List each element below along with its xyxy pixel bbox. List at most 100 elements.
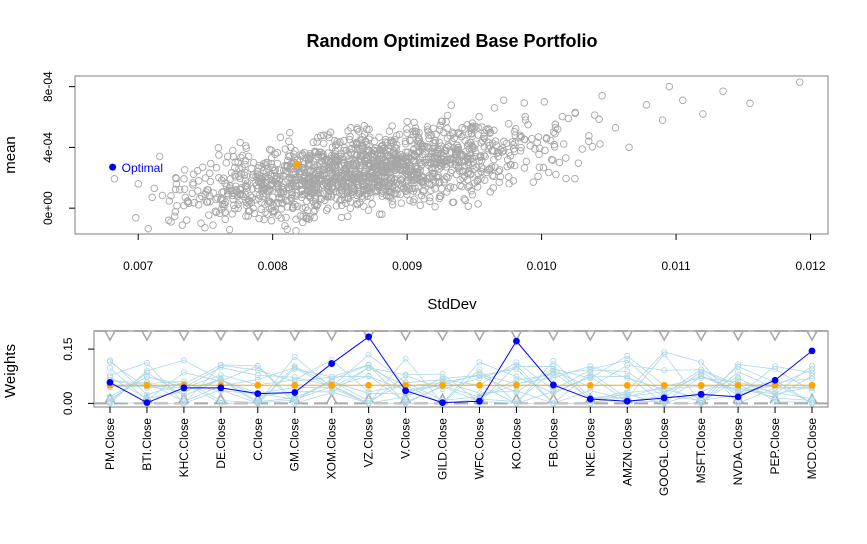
scatter-point xyxy=(399,174,407,182)
scatter-point xyxy=(460,195,468,203)
scatter-point xyxy=(209,221,217,229)
optimal-weight-point xyxy=(106,378,114,386)
random-weight-point xyxy=(180,400,187,407)
scatter-point xyxy=(426,193,434,202)
random-weight-point xyxy=(513,400,520,407)
scatter-point xyxy=(373,186,382,195)
scatter-point xyxy=(183,216,191,224)
optimal-weight-point xyxy=(586,395,594,403)
scatter-point xyxy=(228,191,237,200)
random-weight-point xyxy=(107,357,114,364)
scatter-point xyxy=(344,151,352,159)
scatter-point xyxy=(337,180,345,188)
equal-weight-point xyxy=(328,381,336,389)
scatter-point xyxy=(201,174,210,182)
scatter-point xyxy=(348,185,357,193)
scatter-point xyxy=(215,209,224,218)
y-tick-label: 0.00 xyxy=(61,391,75,415)
random-weight-point xyxy=(624,352,631,359)
optimal-weight-point xyxy=(439,399,446,407)
scatter-point xyxy=(474,123,483,132)
scatter-point xyxy=(611,123,620,132)
scatter-point xyxy=(469,125,477,133)
scatter-point xyxy=(453,156,462,164)
scatter-point xyxy=(300,148,308,157)
scatter-point xyxy=(510,161,519,170)
scatter-point xyxy=(524,120,532,129)
scatter-point xyxy=(311,199,320,208)
scatter-point xyxy=(340,144,349,152)
scatter-point xyxy=(375,210,384,218)
scatter-point xyxy=(291,201,299,209)
scatter-point xyxy=(517,143,525,152)
x-tick-label: BTI.Close xyxy=(140,418,154,471)
scatter-point xyxy=(300,190,309,198)
optimal-weight-point xyxy=(734,393,742,401)
optimal-weight-point xyxy=(808,347,816,355)
scatter-point xyxy=(236,174,244,183)
scatter-point xyxy=(148,193,156,202)
scatter-point xyxy=(229,146,237,155)
scatter-point xyxy=(469,161,477,170)
weights-x-axis: PM.Close BTI.Close KHC.Close DE.Close C.Clos… xyxy=(103,407,819,496)
y-tick-label: 4e-04 xyxy=(41,132,55,163)
scatter-point xyxy=(442,173,451,181)
random-weight-point xyxy=(772,363,779,370)
scatter-point xyxy=(298,218,307,227)
random-weight-point xyxy=(587,363,594,370)
scatter-point xyxy=(446,183,455,191)
scatter-point xyxy=(551,123,560,132)
bound-marker xyxy=(732,330,744,342)
scatter-point xyxy=(242,144,251,152)
random-weight-point xyxy=(513,398,520,405)
scatter-point xyxy=(449,130,457,138)
scatter-point xyxy=(377,159,386,167)
scatter-point xyxy=(317,148,325,157)
scatter-point xyxy=(699,110,707,118)
random-weight-point xyxy=(698,397,705,404)
optimal-weight-point xyxy=(549,381,557,389)
scatter-point xyxy=(470,179,479,187)
scatter-point xyxy=(511,125,520,133)
scatter-point xyxy=(487,163,496,171)
scatter-point xyxy=(444,184,453,192)
scatter-point xyxy=(110,175,119,183)
scatter-point xyxy=(194,187,202,195)
scatter-point xyxy=(347,175,356,184)
scatter-point xyxy=(370,137,379,146)
scatter-point xyxy=(366,133,374,141)
scatter-point xyxy=(380,185,389,193)
scatter-point xyxy=(286,152,294,160)
x-tick-label: 0.008 xyxy=(258,259,288,273)
random-weight-point xyxy=(291,397,298,404)
scatter-point xyxy=(533,138,541,147)
scatter-point xyxy=(429,144,437,153)
random-weight-point xyxy=(365,400,372,407)
bound-marker xyxy=(473,330,486,342)
scatter-point xyxy=(183,197,192,205)
scatter-point xyxy=(268,164,277,172)
scatter-point xyxy=(658,116,667,124)
x-tick-label: 0.009 xyxy=(392,259,422,273)
scatter-point xyxy=(571,109,580,117)
scatter-point xyxy=(571,174,579,183)
random-weight-point xyxy=(809,400,816,407)
scatter-point xyxy=(279,189,287,198)
scatter-point xyxy=(197,219,205,228)
scatter-point xyxy=(520,164,529,172)
random-weight-point xyxy=(476,359,483,366)
scatter-point xyxy=(436,121,444,130)
optimal-weight-point xyxy=(476,397,483,405)
scatter-point xyxy=(343,212,352,221)
scatter-point xyxy=(540,98,549,106)
scatter-point xyxy=(539,163,548,172)
scatter-point xyxy=(555,158,564,167)
scatter-point xyxy=(402,125,411,133)
scatter-point xyxy=(381,135,390,144)
scatter-point xyxy=(480,151,488,159)
scatter-point xyxy=(434,178,443,187)
bound-marker xyxy=(325,392,338,404)
scatter-point xyxy=(534,172,542,181)
random-weight-point xyxy=(624,368,631,375)
scatter-point xyxy=(238,151,247,160)
